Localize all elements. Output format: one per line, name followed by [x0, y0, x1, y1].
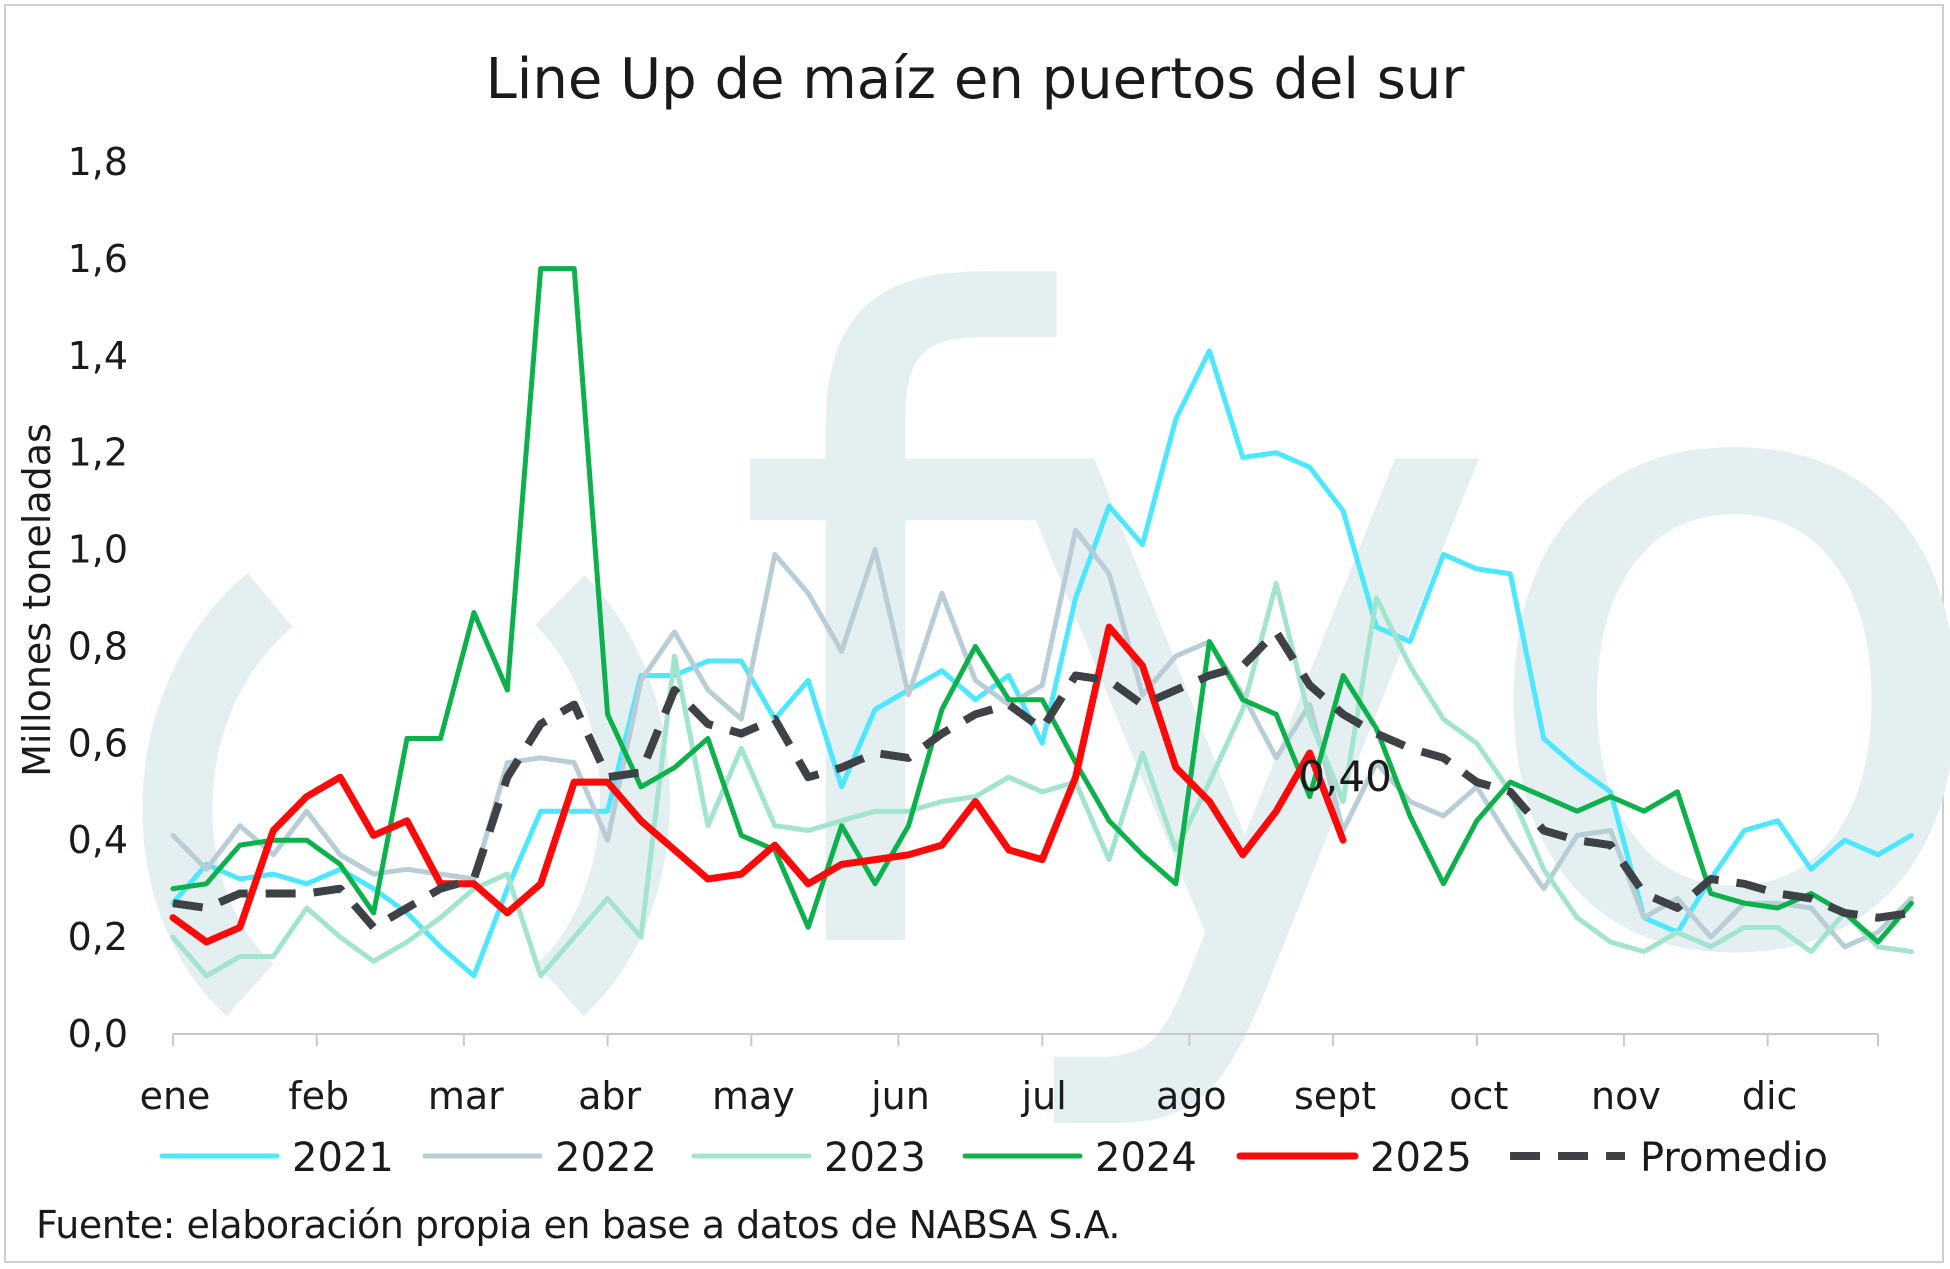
x-tick-label: jul: [1021, 1074, 1067, 1118]
watermark-logo-text: fyo: [730, 123, 1950, 1148]
series-layer: [169, 266, 1914, 979]
y-tick-label: 0,0: [68, 1012, 128, 1056]
source-note: Fuente: elaboración propia en base a dat…: [36, 1203, 1120, 1247]
annotation-layer: 0,40: [1298, 752, 1392, 801]
watermark-layer: fyo: [142, 123, 1950, 1148]
series-line-2025: [169, 623, 1347, 946]
y-tick-label: 0,8: [68, 624, 128, 668]
y-tick-label: 0,4: [68, 818, 128, 862]
legend-label-2021: 2021: [292, 1135, 394, 1181]
y-tick-label: 0,6: [68, 721, 128, 765]
x-tick-label: ago: [1156, 1074, 1227, 1118]
x-tick-label: sept: [1294, 1074, 1376, 1118]
x-tick-label: feb: [288, 1074, 349, 1118]
legend: 2021 2022 2023 2024 2025 Promedio: [159, 1135, 1828, 1181]
x-tick-label: oct: [1449, 1074, 1508, 1118]
y-tick-label: 1,0: [68, 528, 128, 572]
x-tick-label: mar: [428, 1074, 504, 1118]
y-tick-label: 1,6: [68, 237, 128, 281]
legend-label-promedio: Promedio: [1640, 1135, 1828, 1181]
y-tick-label: 0,2: [68, 915, 128, 959]
data-label-last-2025: 0,40: [1298, 752, 1392, 801]
y-tick-label: 1,8: [68, 140, 128, 184]
legend-label-2024: 2024: [1095, 1135, 1197, 1181]
x-tick-label: abr: [578, 1074, 641, 1118]
legend-label-2023: 2023: [824, 1135, 926, 1181]
series-line-2021: [170, 348, 1914, 979]
y-tick-label: 1,2: [68, 431, 128, 475]
series-line-2023: [170, 581, 1914, 979]
x-tick-label: ene: [140, 1074, 211, 1118]
chart-frame: [4, 4, 1944, 1263]
x-tick-label: dic: [1742, 1074, 1798, 1118]
watermark-logo-arc-right: [534, 575, 670, 1016]
x-tick-label: nov: [1591, 1074, 1661, 1118]
watermark-logo-arc-left: [142, 573, 294, 1016]
legend-label-2022: 2022: [555, 1135, 657, 1181]
series-line-2024: [170, 266, 1914, 945]
chart-title: Line Up de maíz en puertos del sur: [486, 47, 1466, 112]
y-tick-label: 1,4: [68, 334, 128, 378]
y-axis-label: Millones toneladas: [15, 423, 59, 777]
axes: 0,0 0,2 0,4 0,6 0,8 1,0 1,2 1,4 1,6 1,8 ene feb mar a…: [68, 140, 1879, 1118]
x-tick-label: jun: [870, 1074, 930, 1118]
x-tick-label: may: [712, 1074, 795, 1118]
series-line-2022: [170, 527, 1914, 950]
legend-label-2025: 2025: [1370, 1135, 1472, 1181]
